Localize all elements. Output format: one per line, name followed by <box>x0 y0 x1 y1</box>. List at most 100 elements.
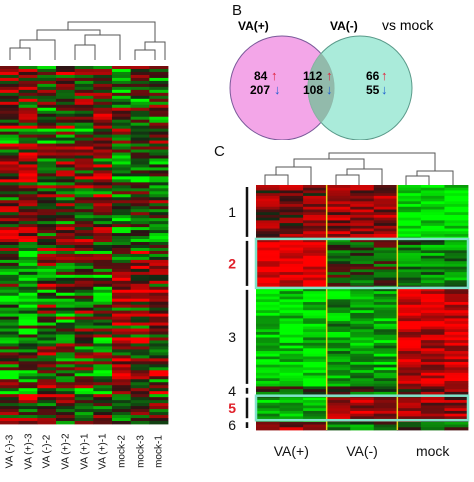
venn-suffix-label: vs mock <box>382 17 434 33</box>
heatmap-cell <box>130 143 150 147</box>
heatmap-cell <box>112 119 132 124</box>
heatmap-cell <box>74 349 94 353</box>
heatmap-cell <box>93 373 113 377</box>
heatmap-cell <box>37 137 57 141</box>
heatmap-cell <box>326 381 351 385</box>
cluster-label: 2 <box>228 255 236 271</box>
panel-b-venn: VA(+) VA(-) vs mock 84 ↑ 207 ↓ 112 ↑ 108… <box>229 17 434 140</box>
heatmap-cell <box>93 86 113 91</box>
heatmap-cell <box>149 68 169 73</box>
heatmap-cell <box>444 198 469 202</box>
heatmap-cell <box>279 220 304 224</box>
heatmap-cell <box>93 134 113 138</box>
heatmap-cell <box>279 372 304 376</box>
heatmap-cell <box>420 400 445 404</box>
heatmap-cell <box>397 381 422 385</box>
heatmap-cell <box>130 418 150 422</box>
heatmap-cell <box>112 188 132 192</box>
heatmap-cell <box>93 262 113 267</box>
heatmap-cell <box>0 206 20 210</box>
heatmap-cell <box>112 364 132 368</box>
heatmap-cell <box>326 315 351 319</box>
heatmap-cell <box>326 195 351 200</box>
heatmap-cell <box>149 239 169 243</box>
heatmap-cell <box>37 262 57 267</box>
heatmap-cell <box>149 394 169 398</box>
heatmap-cell <box>0 215 20 219</box>
heatmap-cell <box>326 383 351 387</box>
heatmap-cell <box>37 122 57 127</box>
heatmap-cell <box>74 322 94 326</box>
venn-set-left-label: VA(+) <box>238 19 269 33</box>
heatmap-cell <box>18 233 38 237</box>
heatmap-cell <box>37 86 57 91</box>
heatmap-cell <box>303 307 328 311</box>
heatmap-cell <box>18 409 38 413</box>
heatmap-cell <box>373 258 398 262</box>
heatmap-cell <box>0 128 20 133</box>
heatmap-cell <box>93 268 113 273</box>
heatmap-cell <box>0 140 20 144</box>
heatmap-cell <box>149 325 169 329</box>
heatmap-cell <box>303 261 328 265</box>
heatmap-cell <box>74 283 94 288</box>
heatmap-cell <box>397 353 422 357</box>
heatmap-cell <box>37 236 57 240</box>
heatmap-cell <box>74 382 94 386</box>
heatmap-cell <box>279 228 304 232</box>
heatmap-cell <box>56 98 76 103</box>
heatmap-cell <box>56 403 76 407</box>
heatmap-cell <box>130 104 150 109</box>
heatmap-cell <box>149 125 169 130</box>
heatmap-cell <box>326 332 351 336</box>
heatmap-cell <box>74 155 94 159</box>
down-arrow-icon: ↓ <box>326 82 333 97</box>
heatmap-cell <box>74 119 94 124</box>
heatmap-cell <box>303 364 328 368</box>
heatmap-cell <box>149 400 169 404</box>
heatmap-cell <box>112 164 132 168</box>
heatmap-cell <box>18 397 38 401</box>
heatmap-cell <box>18 176 38 180</box>
heatmap-cell <box>74 200 94 204</box>
heatmap-cell <box>373 190 398 194</box>
heatmap-cell <box>74 164 94 168</box>
heatmap-cell <box>444 263 469 268</box>
heatmap-cell <box>256 266 280 270</box>
heatmap-cell <box>130 322 150 326</box>
heatmap-cell <box>112 310 132 315</box>
heatmap-cell <box>18 203 38 207</box>
heatmap-cell <box>74 376 94 380</box>
heatmap-cell <box>420 326 445 330</box>
heatmap-cell <box>279 332 304 336</box>
heatmap-cell <box>303 413 328 417</box>
heatmap-cell <box>149 143 169 147</box>
heatmap-cell <box>112 71 132 76</box>
heatmap-cell <box>397 198 422 202</box>
heatmap-cell <box>0 134 20 138</box>
heatmap-cell <box>56 364 76 368</box>
heatmap-cell <box>444 329 469 333</box>
heatmap-cell <box>74 343 94 347</box>
heatmap-cell <box>56 116 76 121</box>
heatmap-cell <box>37 242 57 246</box>
heatmap-cell <box>256 402 280 406</box>
heatmap-cell <box>149 370 169 374</box>
heatmap-cell <box>444 190 469 194</box>
heatmap-cell <box>74 74 94 79</box>
heatmap-cell <box>37 319 57 323</box>
heatmap-cell <box>130 409 150 413</box>
heatmap-cell <box>130 256 150 261</box>
dendrogram-branch <box>328 152 436 171</box>
heatmap-cell <box>18 86 38 91</box>
heatmap-cell <box>149 170 169 174</box>
heatmap-cell <box>112 322 132 326</box>
heatmap-cell <box>149 403 169 407</box>
heatmap-cell <box>303 321 328 325</box>
heatmap-cell <box>74 370 94 374</box>
heatmap-cell <box>74 203 94 207</box>
heatmap-cell <box>18 170 38 174</box>
heatmap-cell <box>149 334 169 338</box>
heatmap-cell <box>373 342 398 347</box>
heatmap-cell <box>373 302 398 306</box>
